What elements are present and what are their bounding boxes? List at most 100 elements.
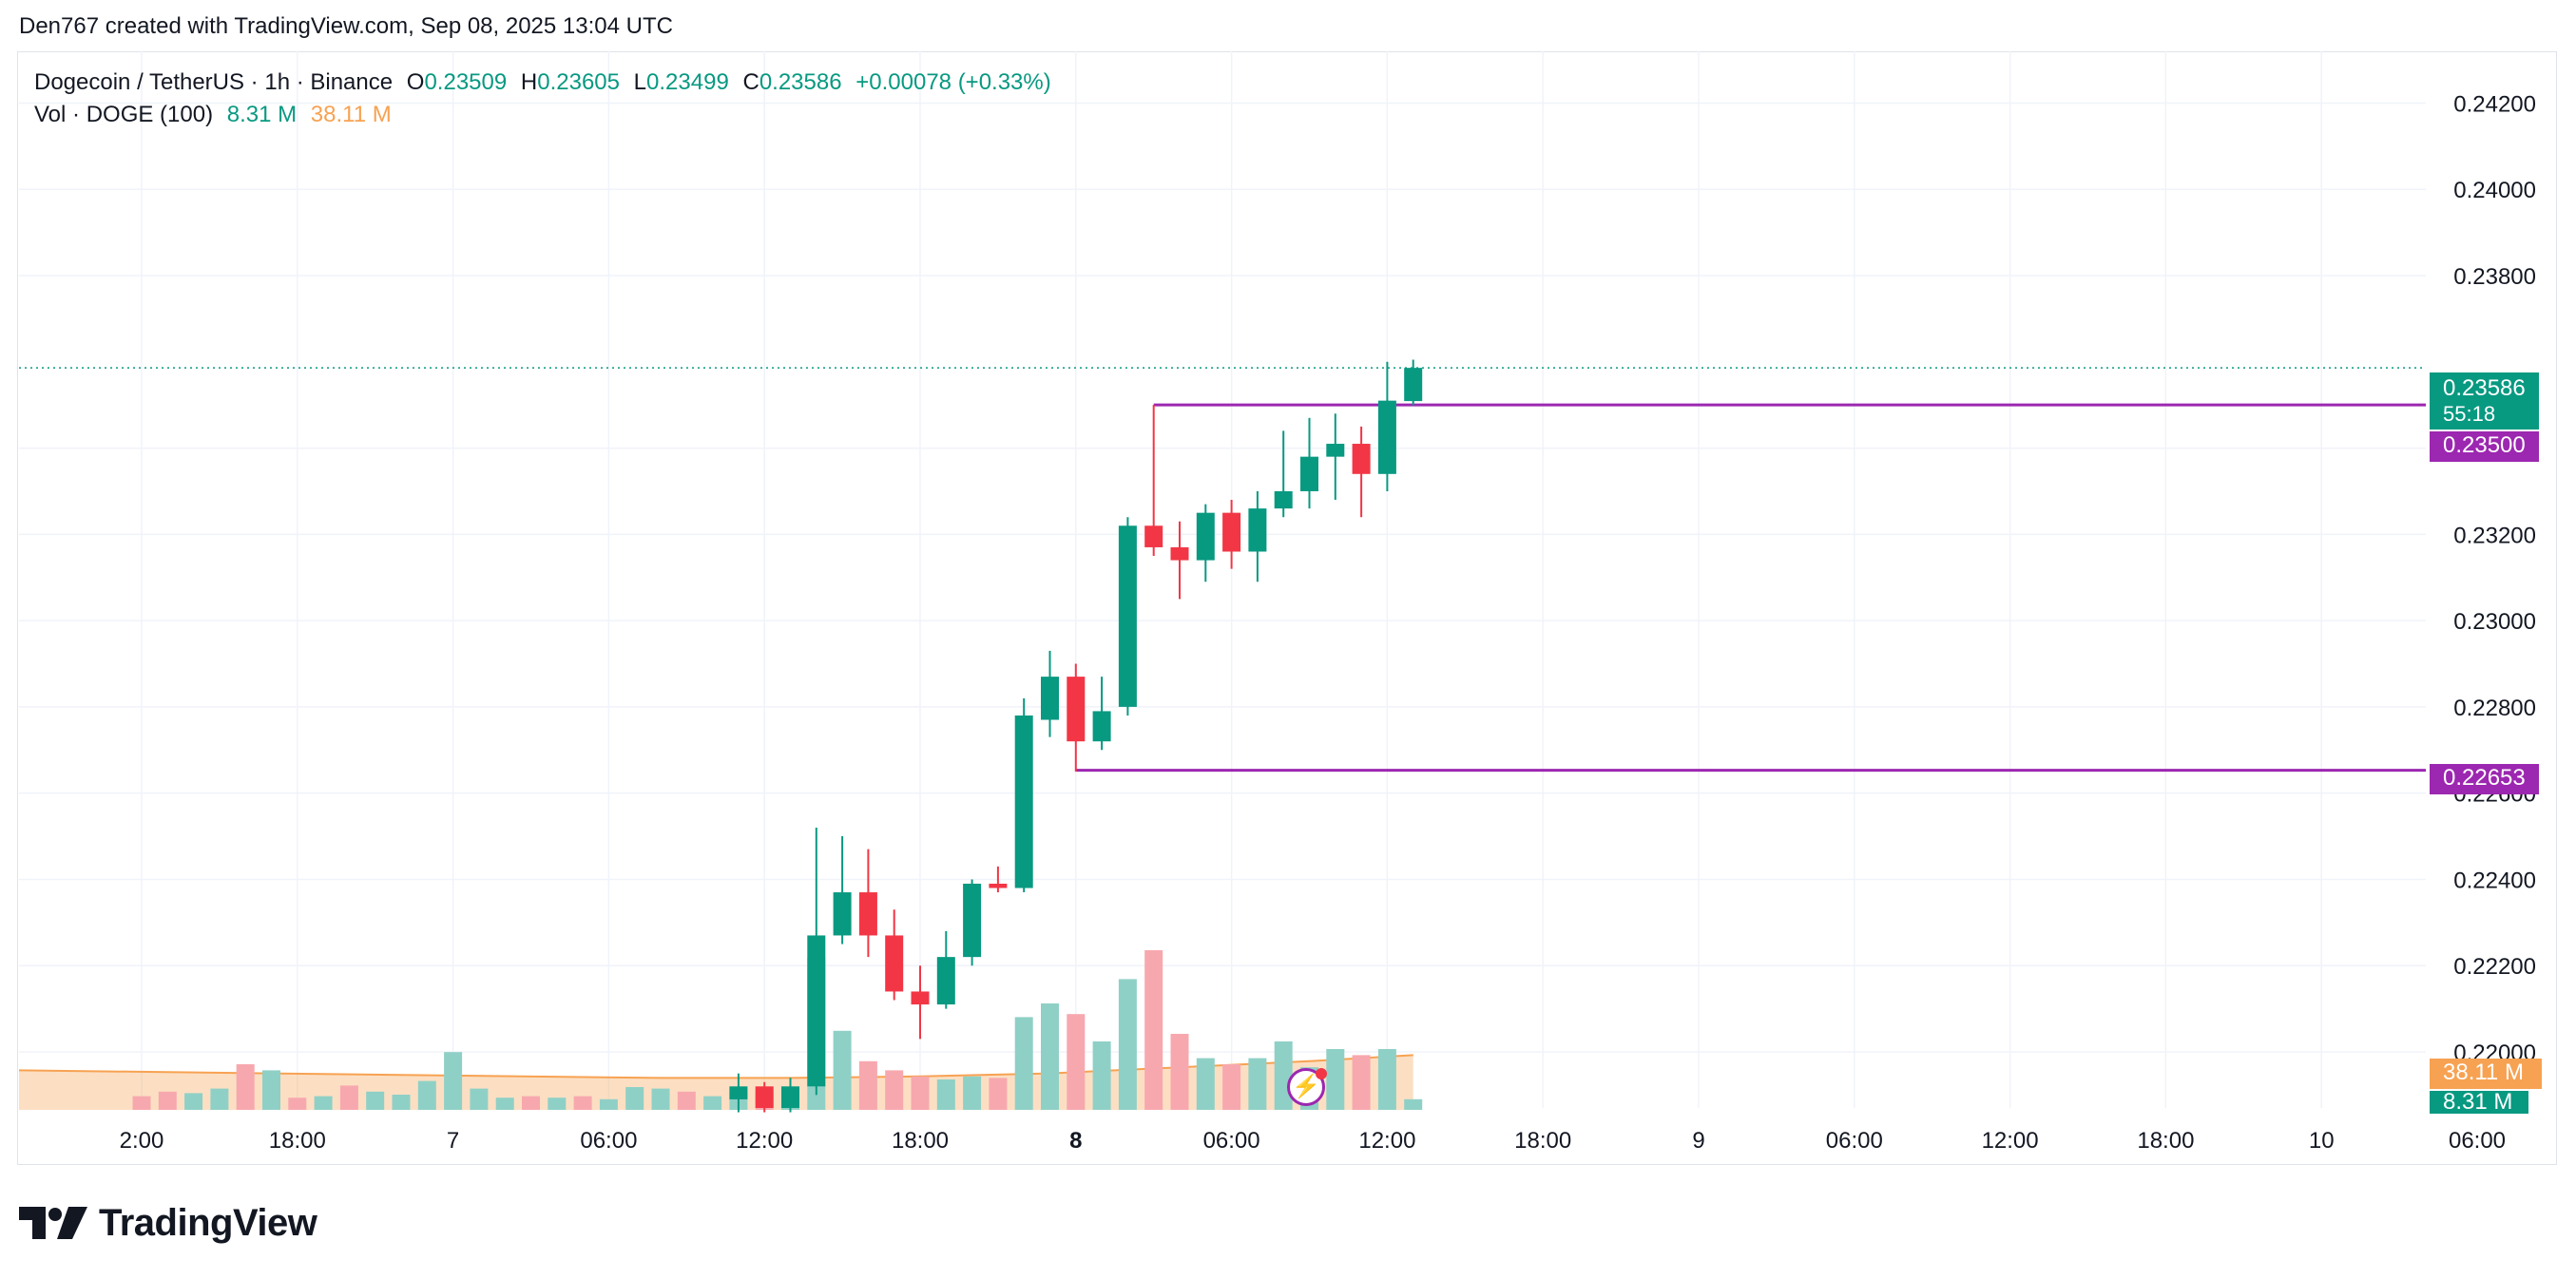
volume-bar — [1041, 1003, 1059, 1110]
time-axis: 2:00 18:00 7 06:00 12:00 18:00 8 06:00 12:00 18:0… — [120, 1128, 2506, 1154]
candle — [936, 930, 955, 1009]
candle — [1041, 650, 1059, 737]
high-label: H — [520, 69, 538, 95]
volume-label[interactable]: Vol · DOGE (100) — [34, 102, 214, 127]
volume-bar — [599, 1098, 618, 1110]
price-tick-label: 0.23000 — [2453, 609, 2536, 635]
candle — [963, 879, 982, 966]
candle — [833, 836, 852, 945]
volume-pane — [18, 950, 1423, 1110]
candle-body — [1404, 368, 1423, 402]
notification-dot-icon — [1316, 1068, 1327, 1079]
volume-bar — [495, 1098, 514, 1110]
ohlc-row: Dogecoin / TetherUS · 1h · Binance O0.23… — [34, 67, 1059, 99]
volume-bar — [885, 1070, 904, 1110]
volume-bar — [1067, 1014, 1086, 1110]
volume-badge: 8.31 M — [2430, 1091, 2528, 1114]
candle-body — [1118, 525, 1137, 707]
volume-bar — [1118, 979, 1137, 1110]
price-axis: 0.242000.240000.238000.234000.232000.230… — [2453, 91, 2536, 1066]
flash-icon[interactable]: ⚡ — [1287, 1068, 1325, 1106]
time-tick-label: 06:00 — [2449, 1128, 2506, 1154]
time-tick-label: 18:00 — [2137, 1128, 2194, 1154]
volume-bar — [911, 1076, 930, 1110]
countdown-value: 55:18 — [2443, 402, 2496, 426]
candle — [1196, 504, 1215, 582]
volume-bar — [963, 1076, 982, 1110]
price-tick-label: 0.22200 — [2453, 954, 2536, 980]
candle — [1326, 413, 1345, 501]
candle — [1014, 697, 1033, 893]
candle-body — [1144, 525, 1163, 547]
candle — [807, 827, 826, 1096]
volume-bar — [417, 1080, 436, 1110]
low-value: 0.23499 — [646, 69, 729, 95]
volume-bar — [1352, 1055, 1371, 1110]
time-tick-label: 12:00 — [1982, 1128, 2039, 1154]
candle — [858, 849, 877, 958]
volume-bar — [1092, 1041, 1111, 1110]
change-value: +0.00078 (+0.33%) — [855, 69, 1051, 95]
horizontal-levels — [19, 367, 2426, 773]
volume-bar — [470, 1088, 489, 1110]
candle — [885, 909, 904, 1001]
candle-body — [1196, 512, 1215, 561]
volume-ma-badge: 38.11 M — [2430, 1059, 2542, 1089]
candle — [1118, 517, 1137, 716]
symbol-label[interactable]: Dogecoin / TetherUS · 1h · Binance — [34, 69, 394, 95]
close-label: C — [742, 69, 759, 95]
candle — [729, 1073, 748, 1113]
time-tick-label: 06:00 — [1826, 1128, 1883, 1154]
volume-bar — [833, 1030, 852, 1110]
chart-frame — [17, 51, 2557, 1165]
candle-body — [729, 1086, 748, 1099]
candle-body — [1326, 444, 1345, 457]
time-tick-label: 06:00 — [580, 1128, 637, 1154]
candle-body — [963, 883, 982, 958]
price-tick-label: 0.22400 — [2453, 868, 2536, 893]
candle — [1274, 430, 1293, 518]
volume-bar — [989, 1078, 1008, 1110]
close-value: 0.23586 — [759, 69, 842, 95]
volume-bar — [262, 1070, 280, 1110]
volume-bar — [573, 1096, 592, 1110]
time-tick-label: 12:00 — [736, 1128, 793, 1154]
time-tick-label: 12:00 — [1358, 1128, 1415, 1154]
volume-bar — [1404, 1098, 1423, 1110]
candle-body — [781, 1086, 799, 1108]
volume-bar — [184, 1093, 203, 1110]
candle-body — [911, 991, 930, 1005]
volume-bar — [288, 1098, 307, 1110]
candle-body — [755, 1086, 774, 1108]
candle — [1222, 500, 1241, 569]
last-price-badge: 0.23586 55:18 — [2430, 372, 2539, 430]
volume-bar — [1196, 1058, 1215, 1110]
volume-bar — [677, 1091, 696, 1110]
volume-bar — [651, 1088, 670, 1110]
candle — [1092, 677, 1111, 751]
volume-bar — [314, 1096, 333, 1110]
candle-body — [1300, 456, 1318, 491]
candle — [1377, 361, 1396, 491]
chart-caption: Den767 created with TradingView.com, Sep… — [19, 13, 673, 39]
volume-bar — [210, 1088, 229, 1110]
time-tick-label: 18:00 — [1514, 1128, 1571, 1154]
candle-body — [1248, 508, 1267, 552]
low-label: L — [633, 69, 647, 95]
candle-body — [1092, 711, 1111, 742]
volume-bar — [366, 1091, 385, 1110]
candle-body — [1170, 546, 1189, 561]
candle — [1300, 417, 1318, 509]
candle-body — [936, 957, 955, 1005]
candle-body — [1352, 444, 1371, 474]
candle — [755, 1081, 774, 1113]
tradingview-logo[interactable]: TradingView — [19, 1199, 317, 1247]
price-tick-label: 0.24200 — [2453, 91, 2536, 117]
volume-bar — [625, 1087, 644, 1110]
level-low-badge: 0.22653 — [2430, 764, 2539, 794]
volume-bar — [236, 1064, 255, 1110]
candle-body — [858, 892, 877, 936]
volume-bar — [1014, 1017, 1033, 1110]
volume-bar — [1248, 1058, 1267, 1110]
